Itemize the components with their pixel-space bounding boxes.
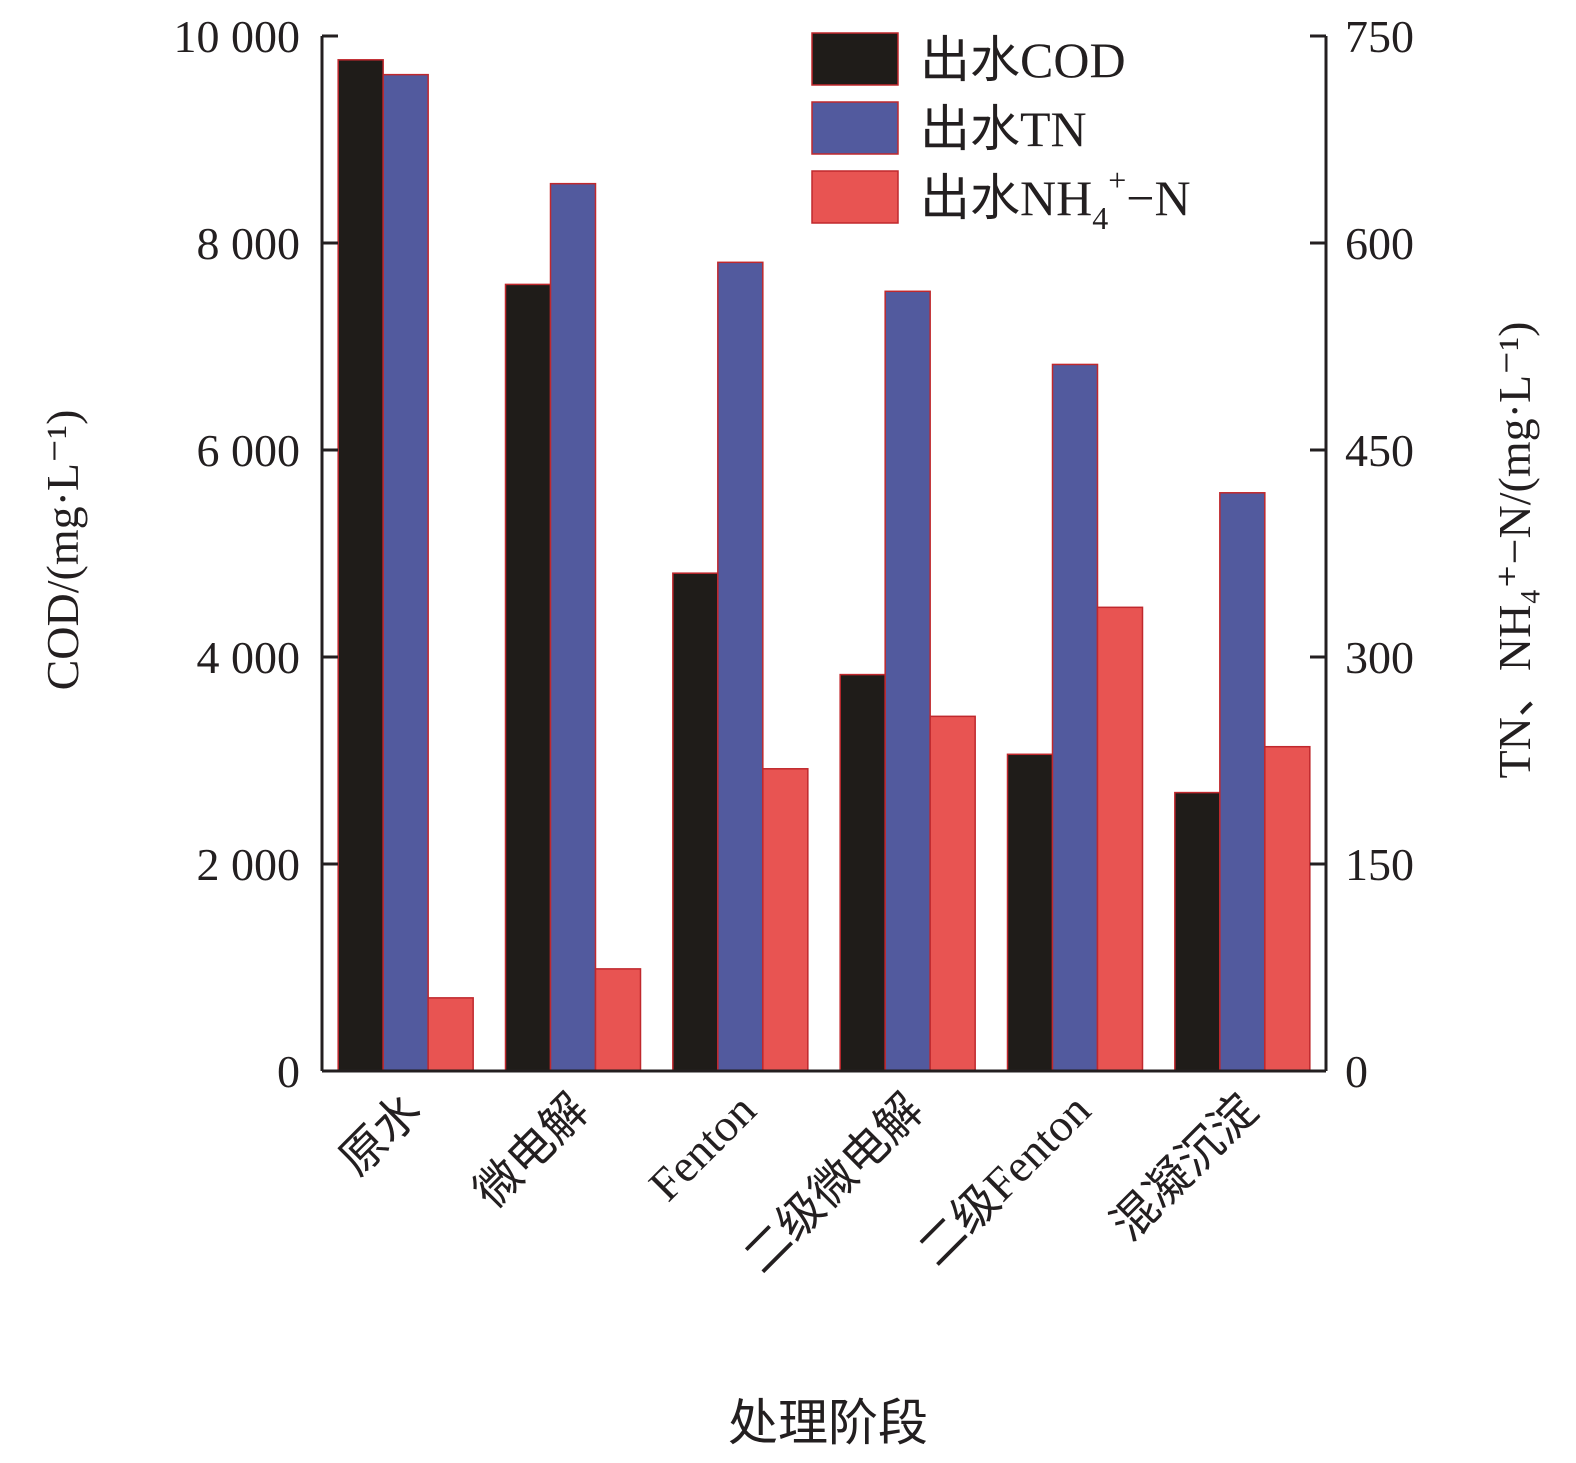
bar-cod-3 — [839, 673, 886, 1072]
bar-tn-4 — [1051, 363, 1099, 1072]
axes — [320, 36, 1328, 1073]
bar-nh4-1 — [594, 968, 642, 1072]
y-tick-label-left: 10 000 — [174, 11, 301, 62]
x-tick-label: 原水 — [330, 1084, 431, 1185]
legend-swatch — [811, 101, 899, 155]
bar-cod-0 — [337, 59, 384, 1072]
y-axis-label-left: COD/(mg·L⁻¹) — [37, 410, 88, 691]
bar-nh4-5 — [1264, 745, 1311, 1072]
legend-swatch — [811, 170, 899, 224]
y-tick-label-right: 750 — [1345, 11, 1414, 62]
bar-cod-1 — [504, 283, 552, 1072]
legend-label: 出水NH4+−N — [920, 162, 1191, 236]
bar-tn-3 — [884, 290, 931, 1072]
legend-label: 出水TN — [920, 101, 1087, 157]
x-tick-label: 混凝沉淀 — [1101, 1084, 1267, 1250]
y-tick-label-right: 300 — [1345, 632, 1414, 683]
bar-nh4-3 — [929, 715, 976, 1072]
bar-tn-2 — [717, 261, 764, 1072]
y-tick-label-left: 6 000 — [197, 425, 301, 476]
y-tick-label-left: 4 000 — [197, 632, 301, 683]
bar-nh4-2 — [762, 768, 809, 1072]
y-tick-label-right: 450 — [1345, 425, 1414, 476]
legend-label: 出水COD — [920, 32, 1126, 88]
bar-nh4-0 — [427, 997, 474, 1072]
x-tick-label: 微电解 — [464, 1084, 598, 1218]
y-tick-label-right: 150 — [1345, 839, 1414, 890]
x-axis-label: 处理阶段 — [728, 1395, 928, 1451]
x-tick-label: Fenton — [639, 1084, 765, 1210]
x-tick-label: 二级微电解 — [734, 1084, 933, 1283]
bar-cod-5 — [1174, 791, 1221, 1072]
y-axis-label-right: TN、NH₄⁺−N/(mg·L⁻¹) — [1489, 322, 1540, 779]
bar-cod-4 — [1006, 753, 1054, 1072]
x-tick-label: 二级Fenton — [909, 1084, 1100, 1275]
bar-nh4-4 — [1096, 606, 1144, 1072]
y-tick-label-left: 8 000 — [197, 218, 301, 269]
bar-tn-1 — [549, 182, 597, 1072]
bar-cod-2 — [672, 572, 719, 1072]
y-tick-label-right: 0 — [1345, 1046, 1368, 1097]
bar-tn-0 — [382, 73, 429, 1072]
bar-tn-5 — [1219, 492, 1266, 1072]
y-tick-label-left: 0 — [277, 1046, 300, 1097]
y-tick-label-left: 2 000 — [197, 839, 301, 890]
ticks: 0 2 000 4 000 6 000 8 000 10 000 0 150 300 450 600… — [174, 11, 1415, 1097]
y-tick-label-right: 600 — [1345, 218, 1414, 269]
legend-swatch — [811, 32, 899, 86]
